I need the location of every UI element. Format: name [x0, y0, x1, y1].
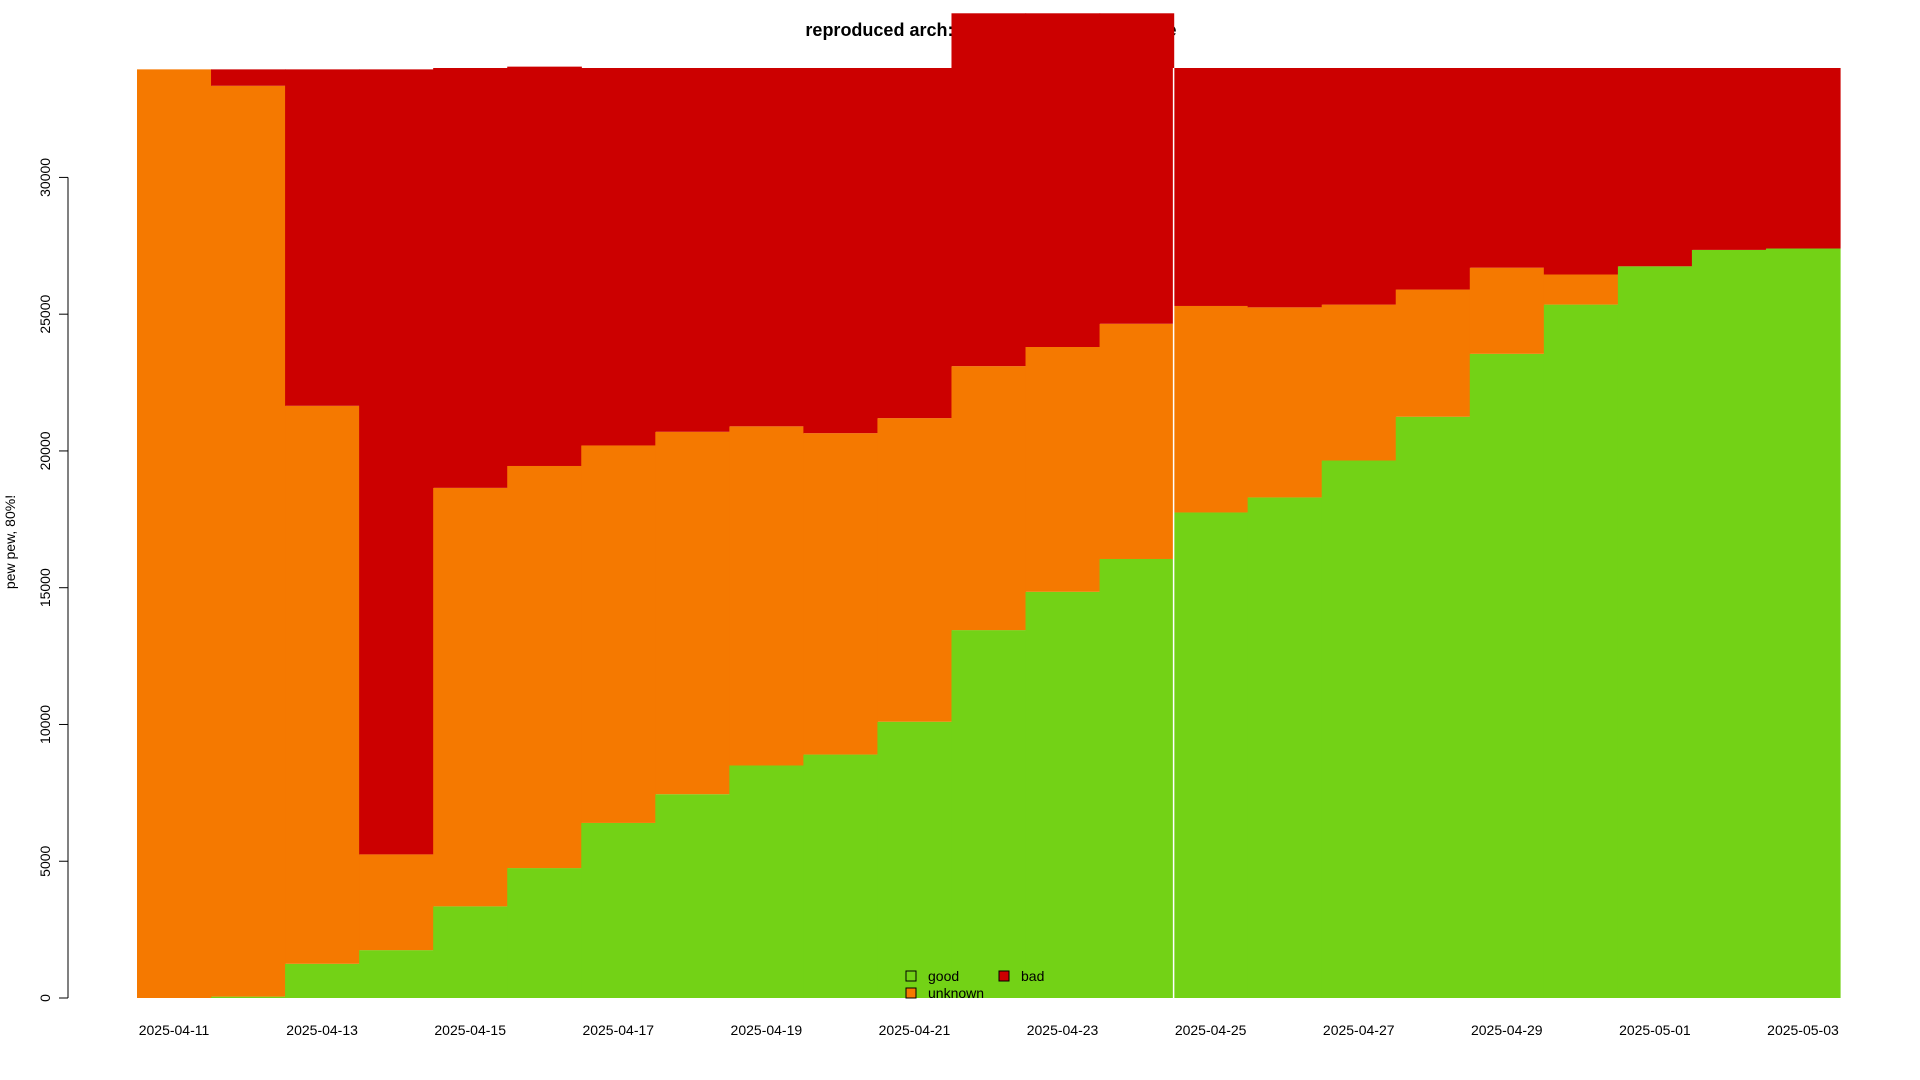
- bar-bad: [1617, 68, 1693, 267]
- bar-unknown: [1469, 267, 1545, 354]
- bar-good: [1543, 304, 1619, 999]
- x-tick-label: 2025-04-23: [1027, 1022, 1099, 1038]
- bar-good: [1321, 460, 1397, 998]
- x-axis: 2025-04-11 2025-04-13 2025-04-15 2025-04-17…: [139, 1022, 1839, 1038]
- x-tick-label: 2025-05-01: [1619, 1022, 1691, 1038]
- bar-unknown: [211, 85, 286, 997]
- bar-good: [1765, 248, 1841, 998]
- bar-unknown: [359, 854, 434, 951]
- x-tick-label: 2025-04-25: [1175, 1022, 1247, 1038]
- y-tick-label: 0: [37, 994, 53, 1002]
- bar-good: [507, 868, 582, 998]
- bar-bad: [803, 68, 879, 434]
- bar-bad: [359, 69, 434, 855]
- bar-unknown: [1543, 274, 1619, 305]
- bar-good: [951, 630, 1027, 998]
- bar-good: [1173, 512, 1249, 998]
- bar-unknown: [1173, 305, 1249, 513]
- x-tick-label: 2025-04-15: [434, 1022, 506, 1038]
- legend-label-unknown: unknown: [928, 985, 984, 1001]
- bar-unknown: [729, 426, 804, 766]
- legend: good bad unknown: [905, 968, 1044, 1001]
- legend-swatch-good: [905, 970, 917, 982]
- bar-good: [359, 950, 434, 998]
- bar-bad: [581, 68, 656, 446]
- legend-label-good: good: [928, 968, 959, 984]
- plot-area: [137, 13, 1841, 999]
- legend-swatch-bad: [998, 970, 1010, 982]
- bar-unknown: [803, 433, 879, 755]
- y-tick-label: 25000: [37, 295, 53, 334]
- bar-bad: [285, 69, 360, 406]
- y-tick-label: 5000: [37, 845, 53, 876]
- x-tick-label: 2025-04-19: [731, 1022, 803, 1038]
- y-tick-label: 30000: [37, 158, 53, 197]
- bar-good: [211, 996, 286, 998]
- bar-unknown: [1321, 304, 1397, 461]
- bar-unknown: [951, 366, 1027, 631]
- legend-swatch-unknown: [905, 987, 917, 999]
- bar-good: [285, 963, 360, 998]
- bar-unknown: [877, 418, 953, 722]
- bar-unknown: [1395, 289, 1471, 417]
- bar-bad: [1025, 13, 1101, 347]
- bar-bad: [655, 68, 730, 432]
- bar-unknown: [507, 465, 582, 869]
- bar-good: [1395, 416, 1471, 998]
- bar-good: [1099, 558, 1175, 998]
- bar-unknown: [1099, 323, 1175, 559]
- y-tick-label: 15000: [37, 568, 53, 607]
- y-axis: 0 5000 10000 15000 20000 25000 30000: [37, 158, 69, 1002]
- x-tick-label: 2025-04-13: [286, 1022, 358, 1038]
- bar-good: [581, 822, 656, 998]
- x-tick-label: 2025-04-17: [582, 1022, 654, 1038]
- bar-bad: [1765, 68, 1841, 249]
- bar-good: [1691, 249, 1767, 998]
- bar-unknown: [137, 69, 212, 999]
- bar-good: [433, 906, 508, 998]
- x-tick-label: 2025-04-11: [139, 1022, 210, 1038]
- bar-bad: [211, 69, 286, 86]
- bar-good: [655, 794, 730, 998]
- y-tick-label: 10000: [37, 705, 53, 744]
- bar-bad: [1395, 68, 1471, 290]
- bar-bad: [1691, 68, 1767, 250]
- bar-good: [1025, 591, 1101, 998]
- bar-unknown: [433, 487, 508, 907]
- bar-good: [803, 754, 879, 998]
- bar-unknown: [1025, 347, 1101, 592]
- bar-bad: [1469, 68, 1545, 268]
- bar-bad: [433, 68, 508, 488]
- bar-unknown: [655, 431, 730, 795]
- x-tick-label: 2025-05-03: [1767, 1022, 1839, 1038]
- bar-unknown: [581, 445, 656, 823]
- bar-good: [877, 721, 953, 998]
- bar-good: [729, 765, 804, 998]
- bar-unknown: [1247, 307, 1323, 498]
- bar-bad: [729, 68, 804, 427]
- bar-bad: [877, 68, 953, 419]
- x-tick-label: 2025-04-29: [1471, 1022, 1543, 1038]
- bar-bad: [951, 13, 1027, 367]
- y-tick-label: 20000: [37, 431, 53, 470]
- bar-bad: [1099, 13, 1175, 324]
- y-axis-label: pew pew, 80%!: [2, 495, 18, 589]
- bar-unknown: [285, 405, 360, 964]
- bar-bad: [1543, 68, 1619, 275]
- bar-bad: [1173, 68, 1249, 306]
- bar-good: [1247, 497, 1323, 998]
- bar-bad: [507, 66, 582, 466]
- legend-label-bad: bad: [1021, 968, 1044, 984]
- x-tick-label: 2025-04-27: [1323, 1022, 1395, 1038]
- bar-good: [1617, 266, 1693, 998]
- bar-bad: [1247, 68, 1323, 308]
- bar-good: [1469, 353, 1545, 999]
- x-tick-label: 2025-04-21: [879, 1022, 951, 1038]
- bar-bad: [1321, 68, 1397, 305]
